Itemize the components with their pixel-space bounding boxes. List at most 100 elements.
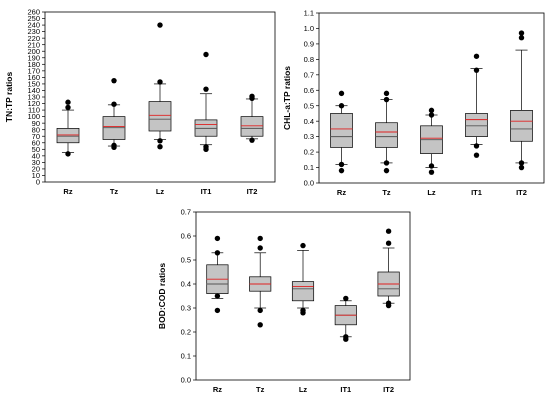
outlier-point — [428, 163, 435, 169]
outlier-point — [338, 167, 345, 174]
y-tick-label: 210 — [27, 40, 40, 49]
box-IT2 — [377, 228, 400, 309]
y-tick-label: 0.3 — [304, 132, 314, 141]
outlier-point — [65, 151, 71, 157]
box-iqr — [375, 122, 398, 148]
outlier-point — [385, 300, 392, 306]
outlier-point — [473, 152, 480, 158]
x-category-label: Lz — [156, 187, 165, 196]
outlier-point — [383, 167, 390, 174]
y-tick-label: 190 — [27, 53, 40, 62]
box-Lz — [148, 22, 172, 150]
outlier-point — [300, 307, 306, 314]
outlier-point — [338, 103, 345, 109]
y-tick-label: 220 — [27, 34, 40, 43]
y-tick-label: 0.0 — [181, 376, 191, 385]
outlier-point — [249, 137, 255, 143]
y-tick-label: 10 — [32, 171, 40, 180]
y-tick-label: 0.3 — [181, 304, 191, 313]
outlier-point — [249, 93, 255, 100]
y-tick-label: 0 — [36, 178, 40, 187]
outlier-point — [157, 22, 163, 28]
y-axis-title: CHL-a:TP ratios — [282, 66, 292, 130]
outlier-point — [473, 67, 480, 73]
outlier-point — [203, 86, 209, 92]
outlier-point — [473, 53, 480, 59]
outlier-point — [518, 160, 525, 166]
plot-frame — [195, 211, 411, 381]
x-category-label: Tz — [256, 385, 265, 394]
y-tick-label: 0.2 — [181, 328, 191, 337]
outlier-point — [257, 322, 263, 328]
x-category-label: IT1 — [340, 385, 351, 394]
outlier-point — [383, 90, 390, 97]
box-iqr — [56, 128, 80, 144]
outlier-point — [203, 143, 209, 150]
x-category-label: Rz — [337, 188, 346, 197]
box-iqr — [330, 113, 353, 148]
outlier-point — [300, 242, 306, 249]
outlier-point — [383, 96, 390, 103]
y-tick-label: 0.9 — [304, 40, 314, 49]
y-tick-label: 80 — [32, 125, 40, 134]
box-IT2 — [240, 93, 264, 143]
box-Lz — [420, 107, 443, 175]
outlier-point — [338, 90, 345, 97]
x-category-label: Tz — [110, 187, 119, 196]
y-tick-label: 120 — [27, 99, 40, 108]
y-tick-label: 230 — [27, 27, 40, 36]
outlier-point — [385, 240, 392, 246]
y-tick-label: 180 — [27, 60, 40, 69]
box-IT1 — [334, 295, 357, 342]
chart-chl-tp: 0.0 0.1 0.2 0.3 0.4 0.5 0.6 0.7 0.8 0.9 1.0 1.1 CHL-… — [282, 9, 545, 197]
outlier-point — [518, 35, 525, 41]
outlier-point — [385, 228, 392, 234]
outlier-point — [203, 51, 209, 58]
y-tick-label: 110 — [28, 106, 40, 115]
box-iqr — [291, 281, 315, 302]
y-tick-label: 130 — [27, 93, 40, 102]
y-tick-label: 1.1 — [304, 9, 314, 18]
outlier-point — [157, 79, 163, 85]
y-tick-label: 40 — [32, 151, 40, 160]
box-iqr — [240, 116, 264, 137]
box-Tz — [375, 90, 398, 174]
outlier-point — [428, 112, 435, 118]
x-category-label: Lz — [299, 385, 308, 394]
y-tick-label: 60 — [32, 138, 40, 147]
x-category-label: Rz — [213, 385, 222, 394]
outlier-point — [214, 307, 221, 314]
outlier-point — [214, 250, 221, 256]
outlier-point — [428, 107, 435, 114]
box-IT1 — [465, 53, 488, 158]
outlier-point — [338, 161, 345, 168]
outlier-point — [343, 295, 349, 302]
box-Tz — [102, 77, 126, 151]
y-tick-label: 0.6 — [304, 86, 314, 95]
y-tick-label: 70 — [32, 132, 40, 141]
outlier-point — [111, 101, 117, 107]
outlier-point — [257, 245, 263, 251]
box-iqr — [148, 101, 172, 132]
y-tick-label: 0.8 — [304, 55, 314, 64]
y-axis-title: TN:TP ratios — [4, 72, 14, 123]
box-IT2 — [510, 30, 533, 171]
outlier-point — [383, 160, 390, 166]
y-tick-label: 160 — [27, 73, 40, 82]
box-iqr — [510, 110, 533, 142]
x-category-label: Lz — [427, 188, 436, 197]
plot-frame — [318, 12, 545, 184]
y-tick-label: 0.2 — [304, 148, 314, 157]
box-Rz — [330, 90, 353, 174]
outlier-point — [214, 235, 221, 242]
box-Rz — [206, 235, 229, 314]
outlier-point — [65, 99, 71, 105]
outlier-point — [518, 30, 525, 36]
outlier-point — [111, 142, 117, 149]
y-tick-label: 30 — [32, 158, 40, 167]
chart-tn-tp: 0102030405060708090100110120130140150160… — [4, 8, 276, 196]
y-tick-label: 150 — [27, 80, 40, 89]
y-tick-label: 1.0 — [304, 24, 314, 33]
y-axis-title: BOD:COD ratios — [157, 263, 167, 329]
